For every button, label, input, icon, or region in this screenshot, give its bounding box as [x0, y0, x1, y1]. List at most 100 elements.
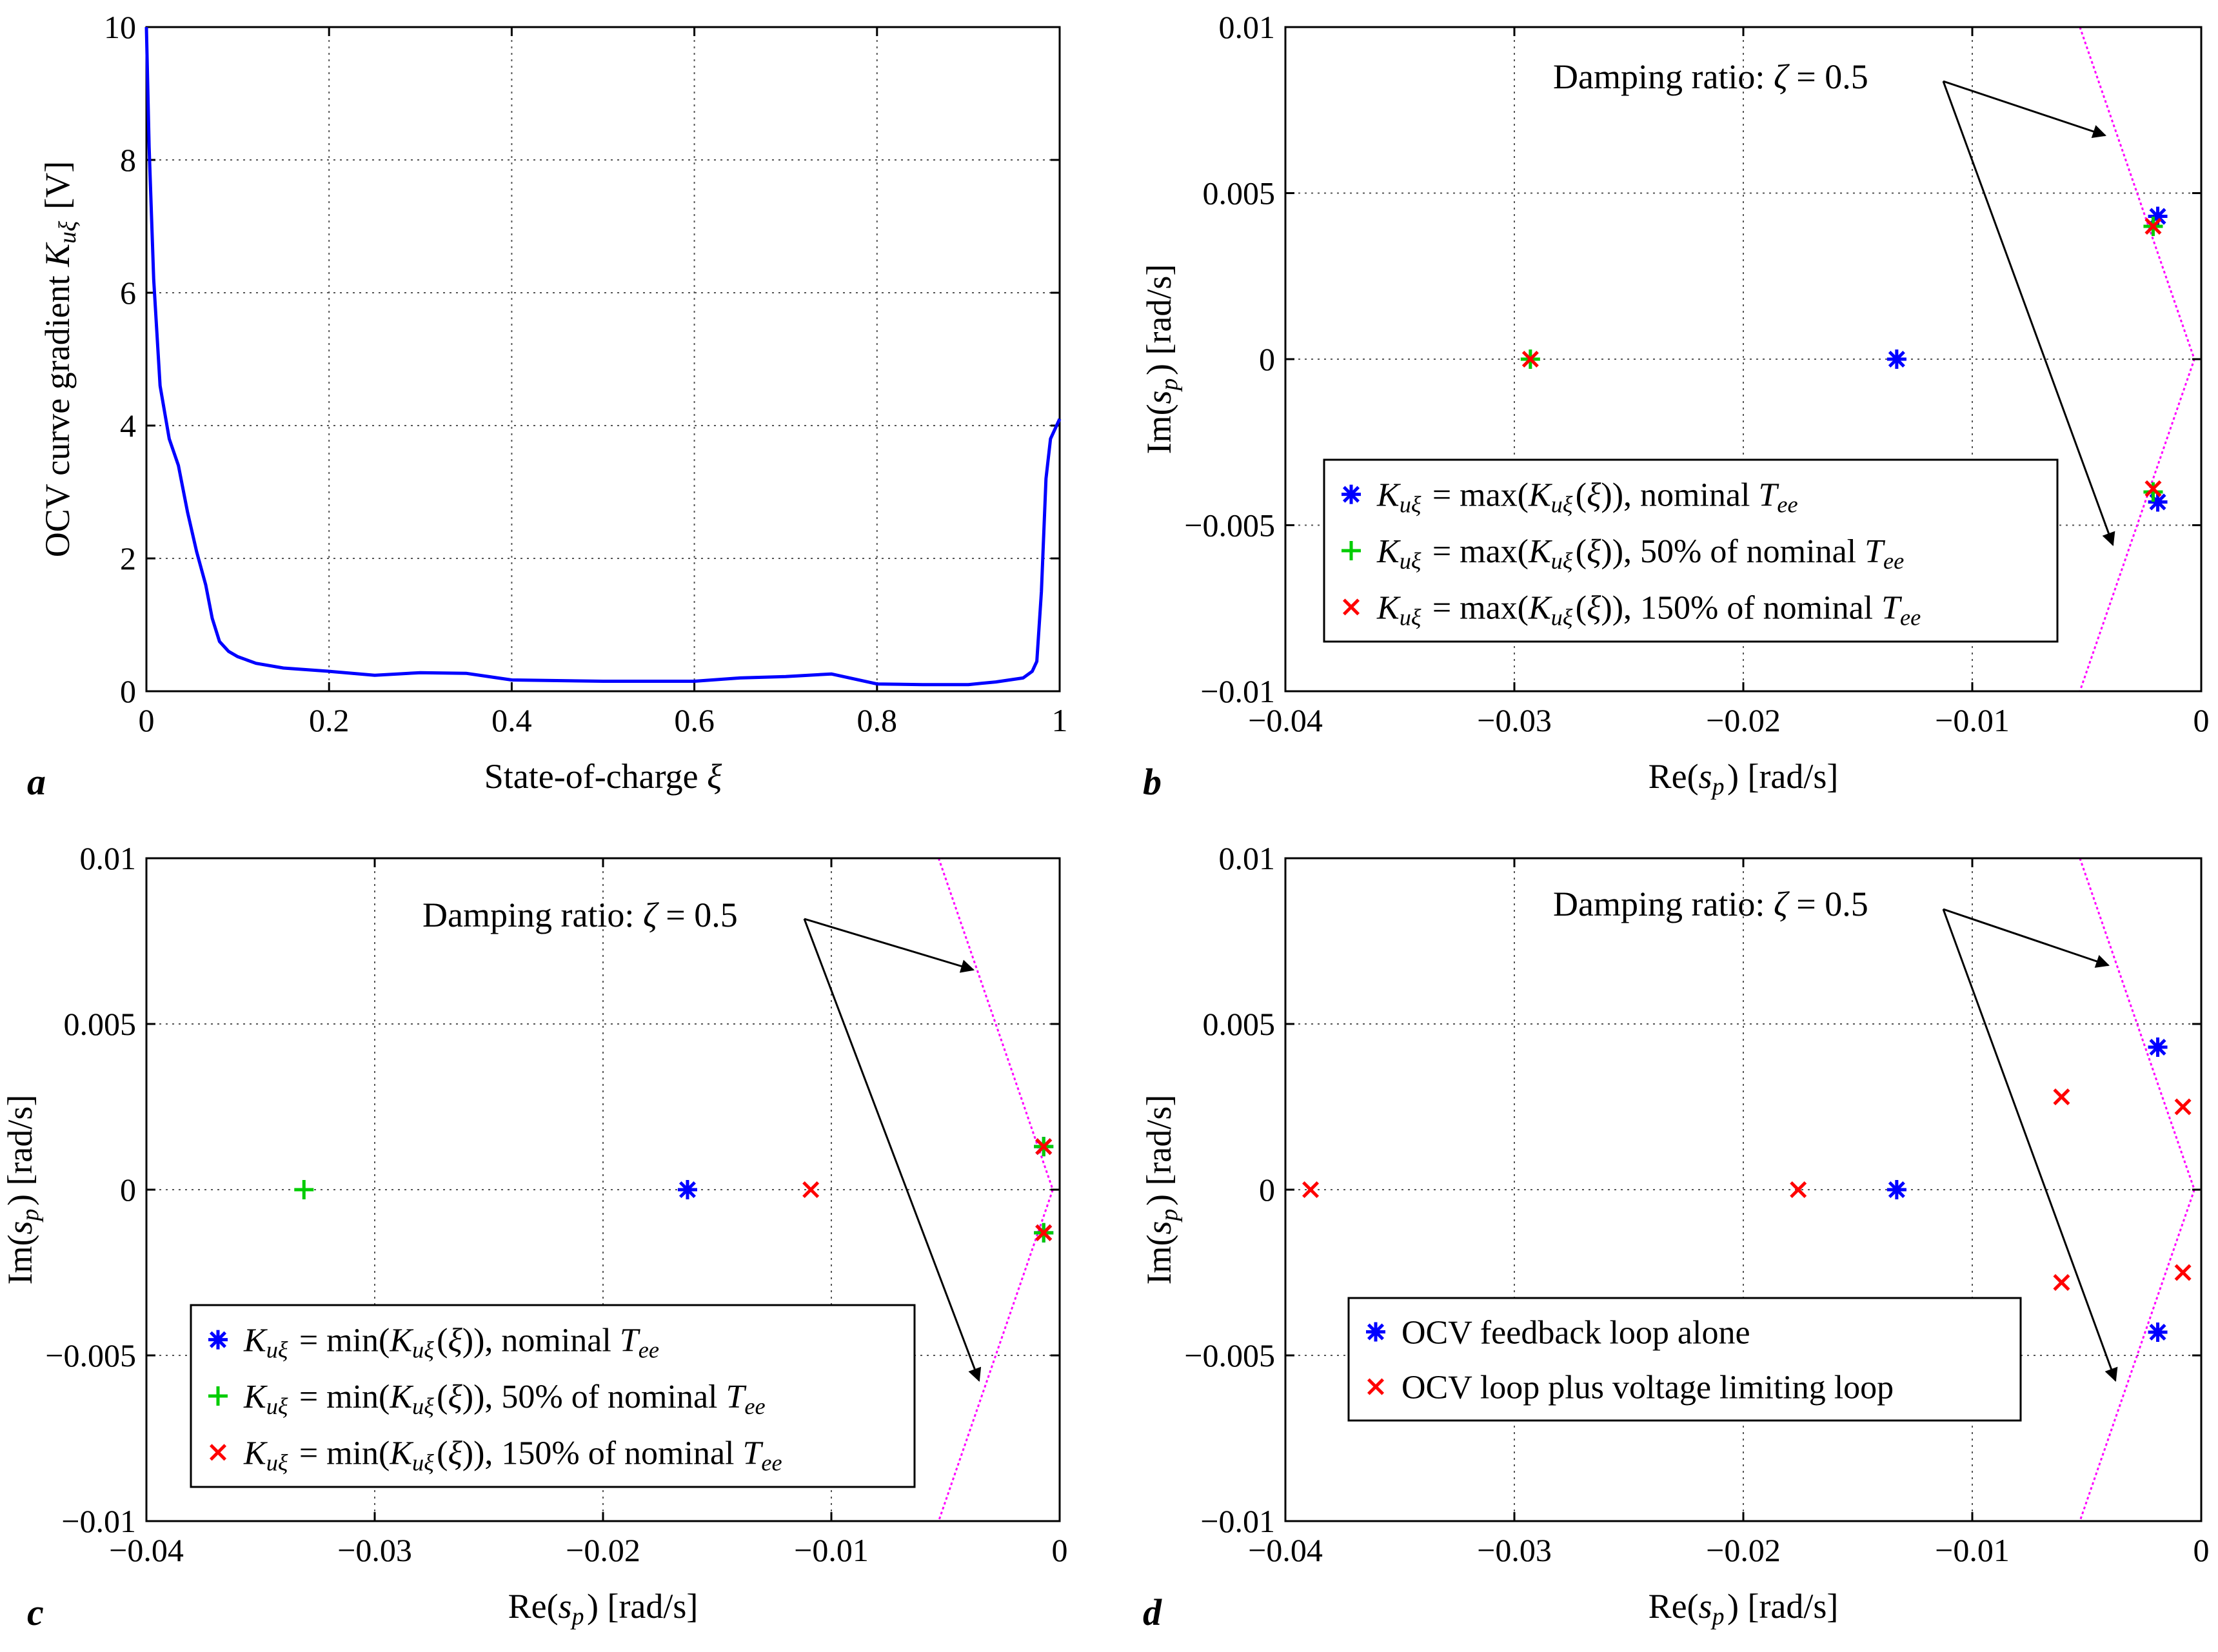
legend-box: [1347, 1297, 2022, 1422]
x-tick-label: 0: [2193, 702, 2210, 738]
x-tick-label: 0.4: [491, 702, 532, 738]
damping-ratio-annotation: Damping ratio: ζ = 0.5: [1553, 885, 1868, 923]
y-tick-label: 0.005: [1203, 175, 1276, 211]
chart-panel-c: −0.04 −0.03 −0.02 −0.01 0 −0.01 −0.005 0 0.005 0.…: [1, 840, 1068, 1633]
y-tick-label: −0.005: [1184, 1337, 1275, 1373]
legend: Kuξ = max(Kuξ (ξ)), nominal Tee Kuξ = ma…: [1323, 458, 2059, 643]
legend-box: [190, 1304, 916, 1488]
annotation-arrow: [803, 918, 982, 1382]
y-tick-label: 0.005: [64, 1006, 137, 1042]
data-point-plus: [2143, 482, 2163, 502]
x-tick-label: 0: [1052, 1532, 1068, 1568]
damping-ratio-line: [937, 858, 1054, 1522]
y-tick-label: −0.005: [1184, 507, 1275, 544]
y-tick-label: 0: [120, 1172, 136, 1208]
legend-entry: Kuξ = max(Kuξ (ξ)), 50% of nominal Tee: [1376, 533, 1907, 574]
x-tick-label: 1: [1052, 702, 1068, 738]
x-tick-label: −0.03: [1477, 1532, 1552, 1568]
y-tick-label: 0.01: [1219, 9, 1276, 45]
x-tick-label: −0.03: [337, 1532, 412, 1568]
x-axis-label: Re(sp ) [rad/s]: [508, 1587, 698, 1630]
panel-label-a: a: [27, 761, 46, 803]
y-tick-label: 0: [120, 673, 136, 709]
damping-ratio-annotation: Damping ratio: ζ = 0.5: [1553, 57, 1868, 96]
x-tick-label: −0.04: [109, 1532, 184, 1568]
data-point-asterisk: [677, 1180, 697, 1199]
x-axis-label: Re(sp ) [rad/s]: [1649, 1587, 1839, 1630]
x-tick-label: 0.2: [309, 702, 350, 738]
y-tick-label: 2: [120, 540, 136, 576]
y-tick-label: 0: [1259, 341, 1275, 377]
legend-entry: Kuξ = min(Kuξ (ξ)), nominal Tee: [243, 1323, 662, 1363]
y-tick-label: 6: [120, 275, 136, 311]
legend-box: [1323, 458, 2059, 643]
x-tick-label: 0: [2193, 1532, 2210, 1568]
data-point-cross: [1521, 350, 1539, 368]
y-tick-label: −0.005: [45, 1337, 136, 1373]
legend-entry: Kuξ = max(Kuξ (ξ)), 150% of nominal Tee: [1376, 589, 1924, 630]
x-tick-label: −0.04: [1248, 1532, 1323, 1568]
data-point-cross: [2144, 217, 2162, 235]
legend-marker: [208, 1386, 228, 1406]
axes-frame: [145, 26, 1061, 693]
y-axis-label: Im(sp ) [rad/s]: [1140, 1095, 1183, 1285]
x-tick-label: −0.02: [1706, 702, 1781, 738]
y-tick-label: −0.01: [1200, 673, 1275, 709]
x-axis-label: Re(sp ) [rad/s]: [1649, 757, 1839, 800]
chart-panel-b: −0.04 −0.03 −0.02 −0.01 0 −0.01 −0.005 0 0.005 0.…: [1140, 9, 2210, 803]
legend-marker: [209, 1444, 227, 1461]
panel-label-c: c: [27, 1591, 44, 1633]
series-line-0: [144, 26, 1062, 687]
y-axis-label: Im(sp ) [rad/s]: [1, 1095, 44, 1285]
data-point-asterisk: [2148, 1323, 2168, 1342]
legend-marker: [1366, 1322, 1385, 1342]
data-point-cross: [2174, 1098, 2192, 1116]
x-tick-label: 0.6: [674, 702, 715, 738]
data-point-cross: [1035, 1224, 1053, 1241]
legend-marker: [208, 1330, 228, 1350]
data-point-asterisk: [1886, 349, 1906, 369]
y-axis-label: Im(sp ) [rad/s]: [1140, 264, 1183, 455]
legend-entry: OCV loop plus voltage limiting loop: [1401, 1370, 1894, 1406]
y-tick-label: −0.01: [61, 1503, 136, 1539]
damping-ratio-line: [2079, 858, 2195, 1522]
data-point-cross: [2053, 1273, 2070, 1291]
x-axis-label: State-of-charge ξ: [484, 757, 722, 796]
chart-panel-d: −0.04 −0.03 −0.02 −0.01 0 −0.01 −0.005 0 0.005 0.…: [1140, 840, 2210, 1633]
legend-entry: OCV feedback loop alone: [1401, 1315, 1750, 1352]
y-tick-label: 0.01: [1219, 840, 1276, 876]
y-tick-label: 4: [120, 408, 136, 444]
x-tick-label: −0.01: [1935, 702, 2010, 738]
x-tick-label: 0: [139, 702, 155, 738]
annotation-arrow: [1943, 80, 2106, 138]
legend-marker: [1367, 1378, 1385, 1395]
panel-label-b: b: [1143, 761, 1162, 803]
y-tick-label: 0.01: [80, 840, 137, 876]
x-tick-label: −0.04: [1248, 702, 1323, 738]
annotation-arrow: [1943, 908, 2110, 968]
data-point-cross: [1790, 1181, 1807, 1199]
data-point-asterisk: [1886, 1180, 1906, 1199]
legend-entry: Kuξ = min(Kuξ (ξ)), 150% of nominal Tee: [243, 1435, 785, 1475]
data-point-cross: [2174, 1264, 2192, 1281]
legend-entry: Kuξ = max(Kuξ (ξ)), nominal Tee: [1376, 477, 1801, 518]
x-tick-label: −0.01: [794, 1532, 869, 1568]
y-tick-label: 10: [104, 9, 136, 45]
data-point-cross: [1035, 1138, 1053, 1155]
x-tick-label: 0.8: [857, 702, 898, 738]
annotation-arrow: [804, 918, 975, 973]
data-point-cross: [802, 1181, 820, 1199]
x-tick-label: −0.02: [566, 1532, 640, 1568]
legend: Kuξ = min(Kuξ (ξ)), nominal Tee Kuξ = mi…: [190, 1304, 916, 1488]
annotation-arrow: [1942, 909, 2118, 1382]
y-tick-label: 8: [120, 142, 136, 178]
y-tick-label: 0: [1259, 1172, 1275, 1208]
y-tick-label: 0.005: [1203, 1006, 1276, 1042]
x-tick-label: −0.01: [1935, 1532, 2010, 1568]
legend-marker: [1342, 598, 1360, 616]
legend-marker: [1342, 484, 1361, 504]
data-point-asterisk: [2148, 1037, 2168, 1057]
annotation-arrow: [1942, 81, 2115, 546]
